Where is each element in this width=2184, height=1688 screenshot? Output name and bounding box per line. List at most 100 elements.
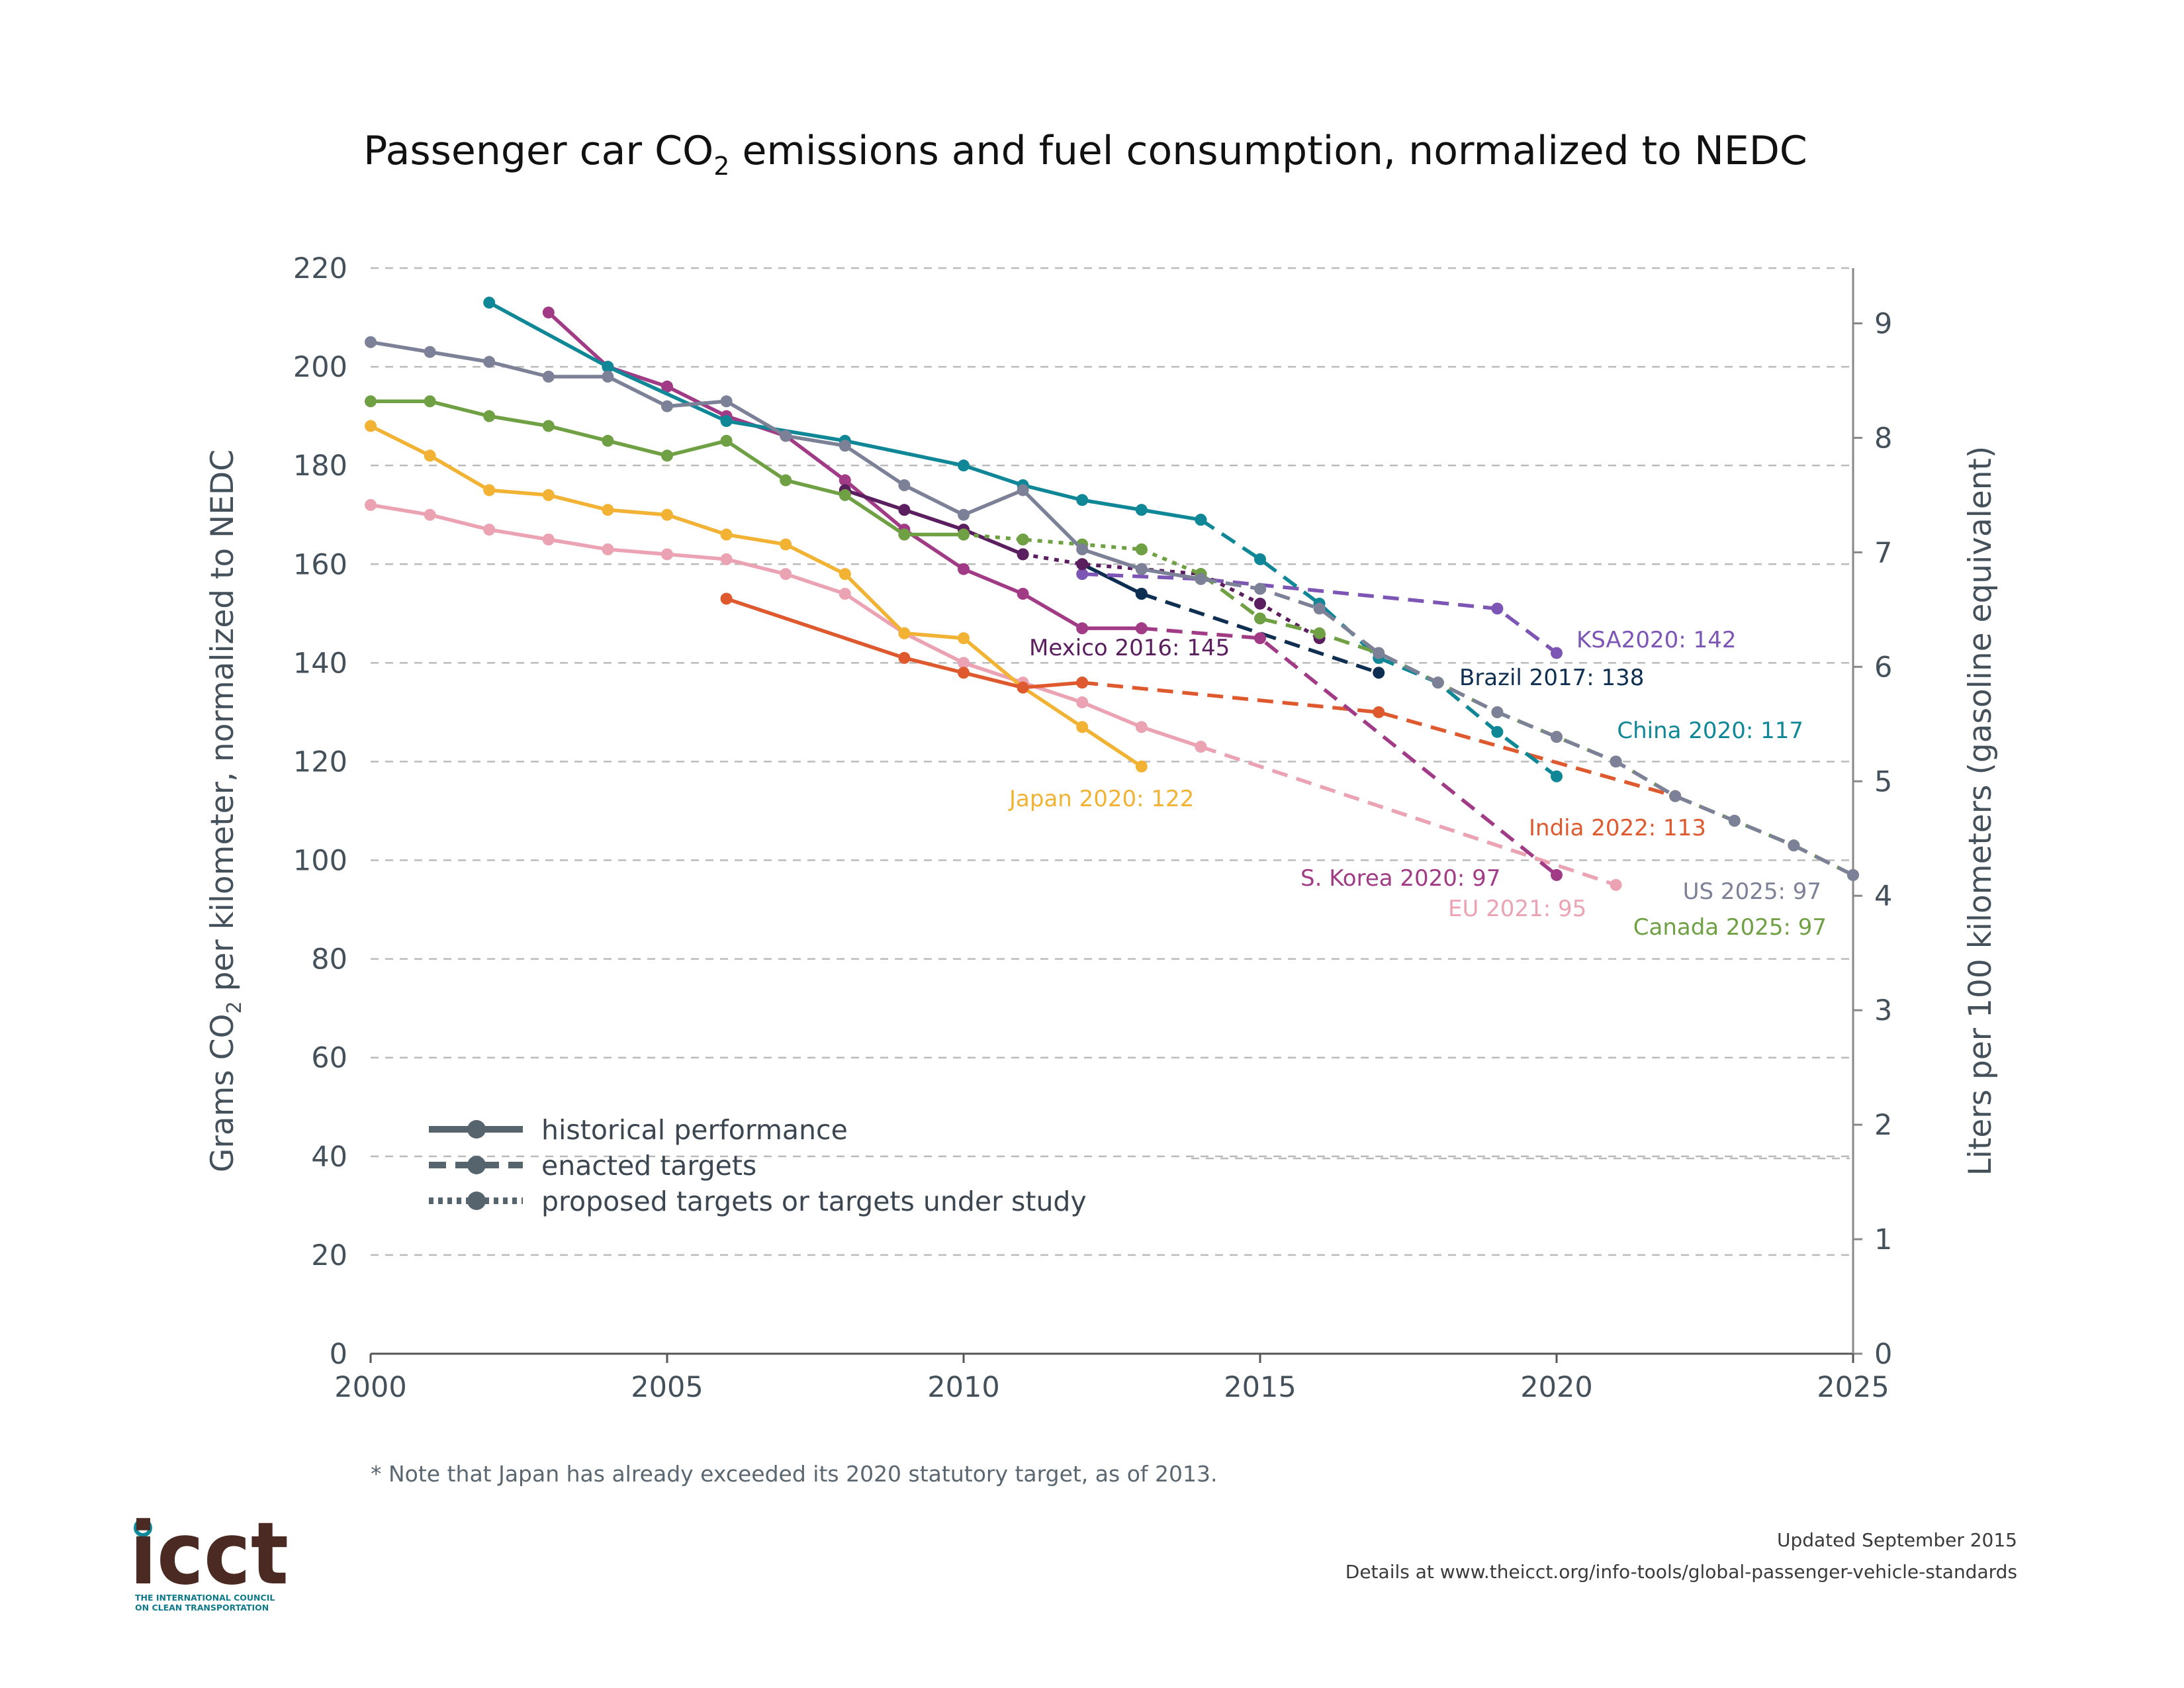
historical-point xyxy=(424,395,436,408)
historical-point xyxy=(958,563,970,575)
historical-point xyxy=(720,415,733,428)
axes xyxy=(371,268,1854,1355)
historical-line xyxy=(547,311,1142,630)
enacted-point xyxy=(1491,602,1504,615)
logo-subtitle-line-2: ON CLEAN TRANSPORTATION xyxy=(135,1603,269,1613)
y2-tick-label: 6 xyxy=(1874,651,1892,684)
series-layer xyxy=(365,297,1859,891)
series-label-mexico: Mexico 2016: 145 xyxy=(1029,635,1230,661)
x-tick-label: 2025 xyxy=(1817,1371,1889,1404)
series-label-s-korea: S. Korea 2020: 97 xyxy=(1300,865,1500,892)
y-tick-label: 120 xyxy=(293,745,347,778)
y-tick-label: 80 xyxy=(311,943,347,976)
historical-point xyxy=(720,395,733,408)
enacted-point xyxy=(1195,741,1207,753)
updated-date: Updated September 2015 xyxy=(1777,1529,2017,1551)
historical-point xyxy=(661,508,673,521)
enacted-point xyxy=(1847,868,1859,881)
y2-tick-label: 1 xyxy=(1874,1223,1892,1256)
historical-point xyxy=(661,449,673,462)
enacted-point xyxy=(1551,868,1563,881)
historical-point xyxy=(720,592,733,605)
proposed-point xyxy=(958,528,970,541)
historical-point xyxy=(1076,494,1089,506)
y-right-axis-title: Liters per 100 kilometers (gasoline equi… xyxy=(1962,446,1999,1176)
y2-tick-label: 4 xyxy=(1874,880,1892,913)
historical-point xyxy=(365,420,377,432)
historical-point xyxy=(1076,622,1089,635)
historical-point xyxy=(898,627,911,639)
legend-label: proposed targets or targets under study xyxy=(541,1186,1087,1217)
historical-point xyxy=(483,410,496,422)
chart-title: Passenger car CO2 emissions and fuel con… xyxy=(363,128,1807,181)
series-label-china: China 2020: 117 xyxy=(1617,718,1803,744)
historical-line xyxy=(369,424,1143,769)
details-link[interactable]: Details at www.theicct.org/info-tools/gl… xyxy=(1345,1561,2017,1583)
historical-point xyxy=(424,449,436,462)
enacted-line xyxy=(1141,626,1558,877)
y2-tick-label: 5 xyxy=(1874,765,1892,798)
historical-point xyxy=(365,498,377,511)
historical-point xyxy=(1017,484,1029,496)
enacted-point xyxy=(1195,573,1207,585)
historical-point xyxy=(839,489,851,501)
y-tick-label: 220 xyxy=(293,252,347,285)
x-tick-label: 2005 xyxy=(631,1371,703,1404)
historical-point xyxy=(542,371,555,383)
enacted-point xyxy=(1254,553,1266,565)
y2-tick-label: 8 xyxy=(1874,422,1892,455)
series-us xyxy=(365,336,1859,881)
y-tick-label: 160 xyxy=(293,548,347,581)
historical-point xyxy=(542,306,555,319)
enacted-point xyxy=(1313,627,1326,639)
enacted-point xyxy=(1788,839,1800,852)
enacted-point xyxy=(1135,622,1148,635)
enacted-line xyxy=(1081,680,1676,798)
proposed-line xyxy=(1023,552,1320,640)
historical-point xyxy=(720,434,733,447)
x-tick-label: 2020 xyxy=(1520,1371,1592,1404)
historical-point xyxy=(839,474,851,487)
y2-tick-label: 0 xyxy=(1874,1338,1892,1371)
enacted-line xyxy=(1200,745,1617,887)
historical-point xyxy=(1135,563,1148,575)
historical-point xyxy=(483,484,496,496)
gridlines xyxy=(371,267,1853,1256)
historical-point xyxy=(661,380,673,393)
historical-point xyxy=(365,395,377,408)
enacted-point xyxy=(1669,790,1682,802)
y-tick-label: 0 xyxy=(330,1338,347,1371)
legend-label: enacted targets xyxy=(541,1150,756,1182)
historical-point xyxy=(602,361,614,373)
historical-point xyxy=(958,632,970,645)
enacted-point xyxy=(1373,706,1385,718)
series-label-us: US 2025: 97 xyxy=(1683,878,1821,905)
historical-point xyxy=(958,657,970,669)
historical-point xyxy=(839,588,851,600)
y-tick-label: 100 xyxy=(293,845,347,878)
historical-point xyxy=(720,553,733,565)
y-tick-label: 60 xyxy=(311,1042,347,1075)
enacted-line xyxy=(1140,592,1380,675)
historical-point xyxy=(1135,504,1148,516)
series-japan xyxy=(365,420,1148,773)
historical-point xyxy=(424,508,436,521)
historical-point xyxy=(958,508,970,521)
series-label-india: India 2022: 113 xyxy=(1529,815,1706,841)
historical-point xyxy=(602,434,614,447)
enacted-point xyxy=(1254,583,1266,595)
logo-subtitle-line-1: THE INTERNATIONAL COUNCIL xyxy=(135,1593,275,1603)
logo-wordmark: icct xyxy=(130,1503,289,1604)
logo-dot xyxy=(134,1519,152,1537)
historical-point xyxy=(483,524,496,536)
enacted-line xyxy=(1200,577,1854,877)
enacted-point xyxy=(1195,514,1207,526)
historical-point xyxy=(1017,681,1029,694)
historical-point xyxy=(780,474,792,487)
proposed-point xyxy=(1017,534,1029,545)
historical-point xyxy=(365,336,377,348)
enacted-point xyxy=(1491,726,1504,738)
historical-point xyxy=(839,568,851,581)
y-tick-label: 40 xyxy=(311,1141,347,1174)
series-india xyxy=(720,592,1682,802)
